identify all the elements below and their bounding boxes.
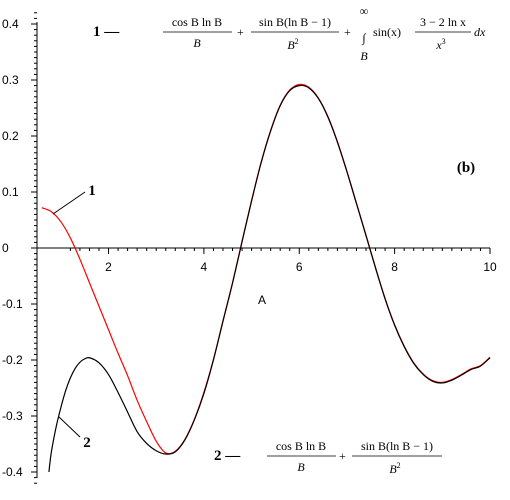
formula1-term3-den-exponent: 3 (442, 37, 446, 46)
formula-2: 2 — cos B ln B B + sin B(ln B − 1) B2 (214, 439, 442, 476)
y-ticks: 0.4 0.3 0.2 0.1 0 -0.1 -0.2 -0.3 -0.4 (2, 12, 37, 484)
x-ticks: 2 4 6 8 10 (69, 248, 497, 274)
x-tick-label: 8 (391, 260, 398, 274)
y-tick-label: 0.3 (2, 73, 19, 87)
curve1-leader-line (52, 191, 86, 215)
formula-1: 1 — cos B ln B B + sin B(ln B − 1) B2 + … (93, 4, 486, 63)
curve2-annotation: 2 (83, 435, 91, 451)
series-group (41, 83, 491, 473)
formula1-term2-numerator: sin B(ln B − 1) (259, 15, 331, 29)
formula1-term1-denominator: B (193, 36, 201, 50)
formula2-plus: + (339, 449, 346, 463)
x-tick-label: 4 (201, 260, 208, 274)
x-tick-label: 2 (105, 260, 112, 274)
formula1-term1-numerator: cos B ln B (172, 15, 222, 29)
axes (36, 22, 490, 478)
y-tick-label: -0.4 (2, 465, 23, 479)
formula1-term3-numerator: 3 − 2 ln x (420, 15, 466, 29)
x-tick-label: 10 (483, 260, 497, 274)
integral-lower-limit: B (360, 49, 368, 63)
y-tick-label: 0.4 (2, 17, 19, 31)
y-tick-label: 0.1 (2, 185, 19, 199)
formula1-term3-denominator: x3 (435, 37, 445, 52)
y-tick-label: -0.2 (2, 353, 23, 367)
formula2-term1-numerator: cos B ln B (276, 439, 326, 453)
y-tick-label: -0.3 (2, 409, 23, 423)
panel-label: (b) (457, 160, 475, 176)
formula2-term1-denominator: B (297, 460, 305, 474)
formula2-term2-den-base: B (389, 462, 397, 476)
formula2-term2-numerator: sin B(ln B − 1) (361, 439, 433, 453)
formula1-term2-denominator: B2 (287, 37, 298, 52)
curve1-annotation: 1 (88, 183, 96, 199)
curve2-leader-line (58, 416, 81, 438)
series-2-line (48, 84, 491, 473)
x-axis-title: A (258, 293, 266, 307)
formula1-term2-den-base: B (287, 38, 295, 52)
integral-differential: dx (474, 25, 486, 39)
formula1-term3-den-base: x (435, 38, 442, 52)
y-tick-label: -0.1 (2, 297, 23, 311)
formula2-term2-denominator: B2 (389, 461, 400, 476)
integral-sign: ∫ (361, 31, 366, 45)
y-tick-label: 0.2 (2, 129, 19, 143)
formula1-plus-2: + (344, 25, 351, 39)
formula1-term2-den-exponent: 2 (295, 37, 299, 46)
formula2-term2-den-exponent: 2 (397, 461, 401, 470)
formula1-legend-label: 1 — (93, 24, 120, 40)
integral-upper-limit: ∞ (360, 4, 369, 18)
formula2-legend-label: 2 — (214, 448, 241, 464)
formula1-plus-1: + (237, 25, 244, 39)
integrand: sin(x) (373, 25, 401, 39)
y-tick-label: 0 (2, 241, 9, 255)
x-tick-label: 6 (296, 260, 303, 274)
